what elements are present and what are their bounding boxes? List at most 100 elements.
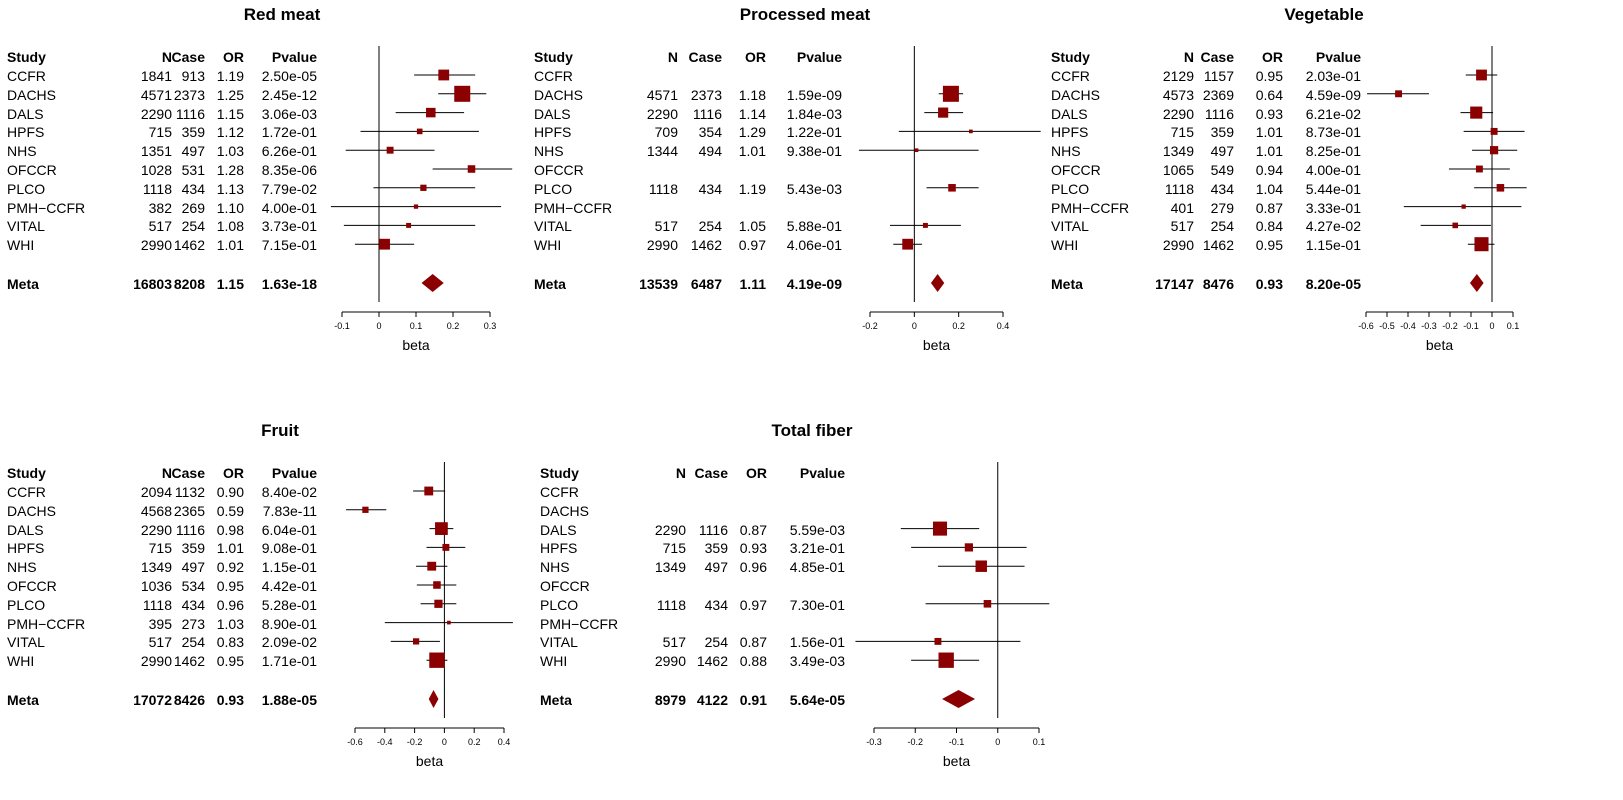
study-label: HPFS xyxy=(7,540,45,557)
x-tick-label: 0.3 xyxy=(484,321,497,331)
effect-marker xyxy=(969,129,973,134)
x-tick-label: -0.5 xyxy=(1379,321,1395,331)
n-value: 1841 xyxy=(140,68,172,84)
meta-n: 16803 xyxy=(133,276,172,292)
n-value: 4571 xyxy=(140,86,172,103)
study-label: VITAL xyxy=(1051,218,1089,235)
study-label: CCFR xyxy=(534,68,573,84)
or-value: 0.59 xyxy=(216,502,244,519)
column-header-p: Pvalue xyxy=(796,49,842,65)
study-label: DALS xyxy=(1051,105,1088,122)
forest-plot-area: -0.6 -0.5 -0.4 -0.3 -0.2 -0.1 0 0.1 beta xyxy=(1358,46,1527,353)
forest-plot-area: -0.2 0 0.2 0.4 beta xyxy=(858,46,1041,353)
meta-label: Meta xyxy=(7,692,39,708)
column-header-study: Study xyxy=(7,465,46,481)
or-value: 0.96 xyxy=(216,596,244,613)
n-value: 715 xyxy=(1170,124,1194,141)
meta-case: 8208 xyxy=(173,276,205,292)
case-value: 1462 xyxy=(173,653,205,670)
n-value: 1349 xyxy=(654,559,686,576)
column-header-p: Pvalue xyxy=(1315,49,1361,65)
meta-n: 13539 xyxy=(639,276,678,292)
forest-panel-fruit: Fruit Study N Case OR Pvalue CCFR 2094 1132 0.90 8… xyxy=(0,416,1623,800)
pvalue-value: 8.35e-06 xyxy=(261,162,317,178)
x-tick-label: 0.2 xyxy=(447,321,460,331)
forest-panel-red-meat: Red meat Study N Case OR Pvalue CCFR 1841 913 1.1… xyxy=(0,0,1623,384)
or-value: 0.98 xyxy=(216,521,244,538)
effect-marker xyxy=(412,638,420,645)
study-label: NHS xyxy=(7,559,37,576)
effect-marker xyxy=(467,165,476,173)
n-value: 1349 xyxy=(140,559,172,576)
forest-panel-processed-meat: Processed meat Study N Case OR Pvalue CCFR DACH… xyxy=(0,0,1623,384)
x-tick-label: -0.3 xyxy=(866,737,882,747)
n-value: 517 xyxy=(662,634,686,651)
pvalue-value: 1.22e-01 xyxy=(786,124,842,141)
effect-marker xyxy=(922,222,928,228)
or-value: 0.93 xyxy=(739,540,767,557)
pvalue-value: 4.42e-01 xyxy=(261,578,317,594)
effect-marker xyxy=(386,146,394,154)
meta-label: Meta xyxy=(534,276,566,292)
effect-marker xyxy=(429,652,445,668)
n-value: 715 xyxy=(662,540,686,557)
case-value: 434 xyxy=(704,596,728,613)
pvalue-value: 8.40e-02 xyxy=(261,484,317,500)
effect-marker xyxy=(938,107,949,118)
study-label: CCFR xyxy=(7,68,46,84)
study-label: OFCCR xyxy=(7,162,57,178)
meta-or: 1.15 xyxy=(216,276,244,292)
meta-pvalue: 8.20e-05 xyxy=(1305,276,1361,292)
pvalue-value: 6.26e-01 xyxy=(261,143,317,160)
effect-marker xyxy=(964,543,973,552)
study-label: DALS xyxy=(540,521,577,538)
or-value: 1.01 xyxy=(216,237,244,254)
study-label: PMH−CCFR xyxy=(7,199,86,216)
n-value: 2094 xyxy=(140,484,172,500)
study-label: HPFS xyxy=(540,540,578,557)
study-label: PMH−CCFR xyxy=(540,615,619,632)
or-value: 0.84 xyxy=(1255,218,1283,235)
n-value: 517 xyxy=(654,218,678,235)
meta-pvalue: 4.19e-09 xyxy=(786,276,842,292)
pvalue-value: 6.21e-02 xyxy=(1305,105,1361,122)
or-value: 0.90 xyxy=(216,484,244,500)
or-value: 0.87 xyxy=(739,521,767,538)
study-label: WHI xyxy=(7,237,35,254)
effect-marker xyxy=(1475,165,1483,173)
study-label: HPFS xyxy=(1051,124,1089,141)
panel-title: Red meat xyxy=(243,5,321,24)
n-value: 2990 xyxy=(646,237,678,254)
effect-marker xyxy=(416,128,423,135)
case-value: 254 xyxy=(704,634,728,651)
or-value: 1.13 xyxy=(216,180,244,197)
column-header-N: N xyxy=(161,49,172,65)
study-label: CCFR xyxy=(540,484,579,500)
column-header-or: OR xyxy=(745,49,766,65)
meta-diamond xyxy=(421,274,444,292)
column-header-or: OR xyxy=(223,465,244,481)
pvalue-value: 1.56e-01 xyxy=(789,634,845,651)
n-value: 1118 xyxy=(648,180,678,197)
meta-label: Meta xyxy=(540,692,572,708)
pvalue-value: 7.79e-02 xyxy=(261,180,317,197)
x-tick-label: 0.1 xyxy=(1507,321,1520,331)
case-value: 1116 xyxy=(175,105,205,122)
n-value: 1351 xyxy=(140,143,172,160)
effect-marker xyxy=(435,522,448,535)
column-header-N: N xyxy=(675,465,686,481)
pvalue-value: 4.00e-01 xyxy=(261,199,317,216)
pvalue-value: 5.28e-01 xyxy=(261,596,317,613)
column-header-study: Study xyxy=(1051,49,1090,65)
or-value: 0.87 xyxy=(1255,199,1283,216)
n-value: 1028 xyxy=(140,162,172,178)
case-value: 269 xyxy=(181,199,205,216)
effect-marker xyxy=(1496,184,1505,192)
column-header-case: Case xyxy=(171,465,205,481)
forest-panel-total-fiber: Total fiber Study N Case OR Pvalue CCFR DACHS DA… xyxy=(0,416,1623,800)
n-value: 2290 xyxy=(140,105,172,122)
case-value: 359 xyxy=(1210,124,1234,141)
x-tick-label: -0.6 xyxy=(347,737,363,747)
pvalue-value: 8.73e-01 xyxy=(1305,124,1361,141)
meta-pvalue: 1.88e-05 xyxy=(261,692,317,708)
